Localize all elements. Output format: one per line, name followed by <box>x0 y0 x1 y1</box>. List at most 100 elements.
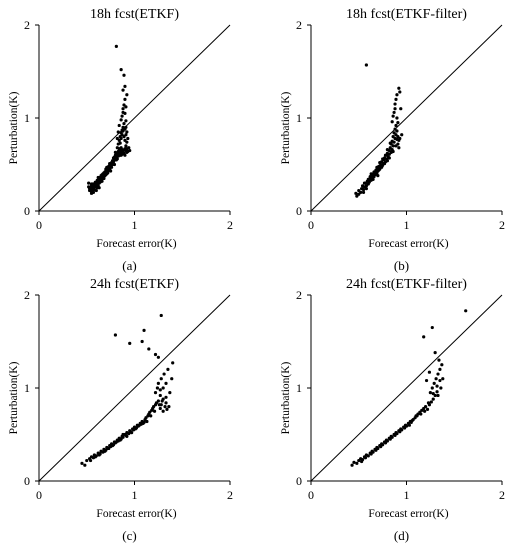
data-point <box>354 191 358 195</box>
data-point <box>166 367 170 371</box>
data-point <box>422 335 426 339</box>
data-point <box>440 363 444 367</box>
data-point <box>393 433 397 438</box>
y-axis-label: Perturbation(K) <box>280 361 292 434</box>
y-axis-label: Perturbation(K) <box>8 91 20 164</box>
data-point <box>382 161 387 166</box>
data-point <box>133 427 138 431</box>
data-point <box>123 97 127 101</box>
data-point <box>124 144 128 148</box>
y-tick-label: 0 <box>296 204 302 218</box>
data-point <box>396 121 400 125</box>
data-point <box>424 378 429 383</box>
data-point <box>152 409 157 413</box>
x-tick-label: 0 <box>36 488 42 502</box>
data-point <box>88 186 93 190</box>
x-axis-label: Forecast error(K) <box>96 238 176 250</box>
y-axis-label: Perturbation(K) <box>280 91 292 164</box>
data-point <box>121 435 125 439</box>
data-point <box>423 409 427 413</box>
panel-a: 0 1 2 0 1 2 18h fcst(ETKF) Forecast error(K) Per… <box>8 7 233 273</box>
data-point <box>118 438 122 442</box>
data-point <box>438 367 442 371</box>
data-point <box>393 107 397 111</box>
x-tick-label: 1 <box>132 218 138 232</box>
data-point <box>435 384 439 388</box>
data-point <box>122 73 126 77</box>
data-point <box>124 133 128 137</box>
data-point <box>90 182 95 186</box>
data-point <box>121 107 125 111</box>
x-tick-label: 0 <box>308 488 314 502</box>
data-point <box>119 118 123 122</box>
data-point <box>121 150 125 155</box>
y-tick-label: 1 <box>24 381 30 395</box>
diagonal-reference-line <box>38 294 231 482</box>
data-point <box>115 136 119 141</box>
data-point <box>93 185 97 189</box>
data-point <box>119 68 123 72</box>
data-point <box>374 448 378 452</box>
data-point <box>121 432 125 437</box>
chart-title: 24h fcst(ETKF) <box>90 277 179 292</box>
data-point <box>117 123 121 128</box>
data-point <box>431 397 435 401</box>
data-point <box>426 401 431 405</box>
data-point <box>137 423 141 427</box>
panel-label: (b) <box>394 258 409 273</box>
data-point <box>424 405 428 409</box>
data-point <box>415 414 419 418</box>
data-point <box>431 391 435 396</box>
data-point <box>388 141 392 145</box>
x-axis-label: Forecast error(K) <box>96 508 176 520</box>
data-point <box>395 93 399 97</box>
data-point <box>427 370 432 374</box>
data-point <box>361 188 366 192</box>
data-point <box>142 328 146 332</box>
data-point <box>433 351 437 355</box>
panel-label: (c) <box>122 528 136 543</box>
data-point <box>164 401 168 405</box>
data-point <box>391 114 395 118</box>
data-point <box>357 192 361 196</box>
data-point <box>385 148 389 152</box>
data-point <box>438 378 442 383</box>
x-tick-label: 0 <box>36 218 42 232</box>
data-point <box>88 458 93 463</box>
data-point <box>115 146 119 150</box>
chart-title: 24h fcst(ETKF-filter) <box>346 277 467 292</box>
data-point <box>156 355 160 359</box>
data-point <box>398 430 402 434</box>
data-point <box>399 107 403 111</box>
data-point <box>398 90 402 94</box>
data-point <box>119 136 123 141</box>
data-point <box>119 153 123 157</box>
data-point <box>381 157 385 161</box>
chart-title: 18h fcst(ETKF) <box>90 7 179 22</box>
panel-d: 0 1 2 0 1 2 24h fcst(ETKF-filter) Forecast erro… <box>280 277 505 543</box>
data-point <box>91 190 96 194</box>
data-point <box>402 426 407 430</box>
y-tick-label: 2 <box>296 18 302 32</box>
data-point <box>87 181 91 185</box>
x-tick-label: 1 <box>132 488 138 502</box>
data-point <box>157 403 161 407</box>
data-point <box>85 458 89 463</box>
y-tick-label: 1 <box>296 111 302 125</box>
data-point <box>364 63 368 67</box>
data-point <box>397 146 401 150</box>
data-point <box>122 121 126 126</box>
data-point <box>439 386 443 390</box>
diagonal-reference-line <box>310 24 503 212</box>
data-point <box>158 406 162 411</box>
data-point <box>106 171 110 175</box>
data-point <box>410 418 414 423</box>
data-point <box>377 168 381 172</box>
data-point <box>167 405 171 409</box>
data-point <box>124 125 128 129</box>
data-point <box>388 437 392 441</box>
x-tick-label: 1 <box>404 218 410 232</box>
data-point <box>118 141 122 145</box>
data-point <box>369 172 373 176</box>
data-point <box>163 405 167 409</box>
